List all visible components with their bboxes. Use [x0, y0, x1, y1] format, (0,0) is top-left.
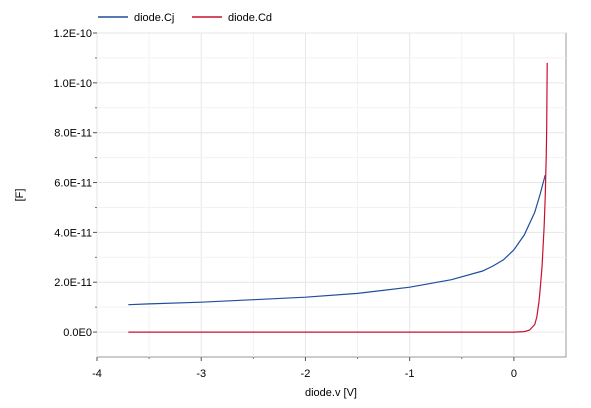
legend-label: diode.Cd [228, 12, 272, 24]
x-axis-label: diode.v [V] [305, 387, 357, 399]
y-tick-label: 0.0E0 [63, 327, 92, 339]
axes: -4 -3 -2 -1 0 0.0E0 2.0E-11 4.0E-11 6.0E-11 8.0E-… [53, 28, 516, 380]
x-tick-label: -2 [301, 368, 311, 380]
plot-area [96, 32, 567, 358]
y-axis-label: [F] [14, 189, 26, 202]
series-line-1 [128, 174, 546, 306]
legend: diode.Cj diode.Cd [98, 12, 272, 24]
legend-label: diode.Cj [134, 12, 174, 24]
series-layer [128, 62, 548, 333]
y-tick-label: 2.0E-11 [54, 277, 92, 289]
x-tick-label: -1 [405, 368, 415, 380]
x-tick-label: -3 [196, 368, 206, 380]
grid [96, 32, 566, 357]
y-tick-label: 1.2E-10 [53, 28, 92, 40]
y-tick-label: 1.0E-10 [53, 78, 92, 90]
x-tick-label: -4 [92, 368, 102, 380]
series-line-2 [128, 62, 548, 333]
y-tick-label: 6.0E-11 [54, 178, 92, 190]
y-tick-label: 8.0E-11 [54, 128, 92, 140]
x-tick-label: 0 [511, 368, 517, 380]
y-tick-label: 4.0E-11 [54, 227, 92, 239]
